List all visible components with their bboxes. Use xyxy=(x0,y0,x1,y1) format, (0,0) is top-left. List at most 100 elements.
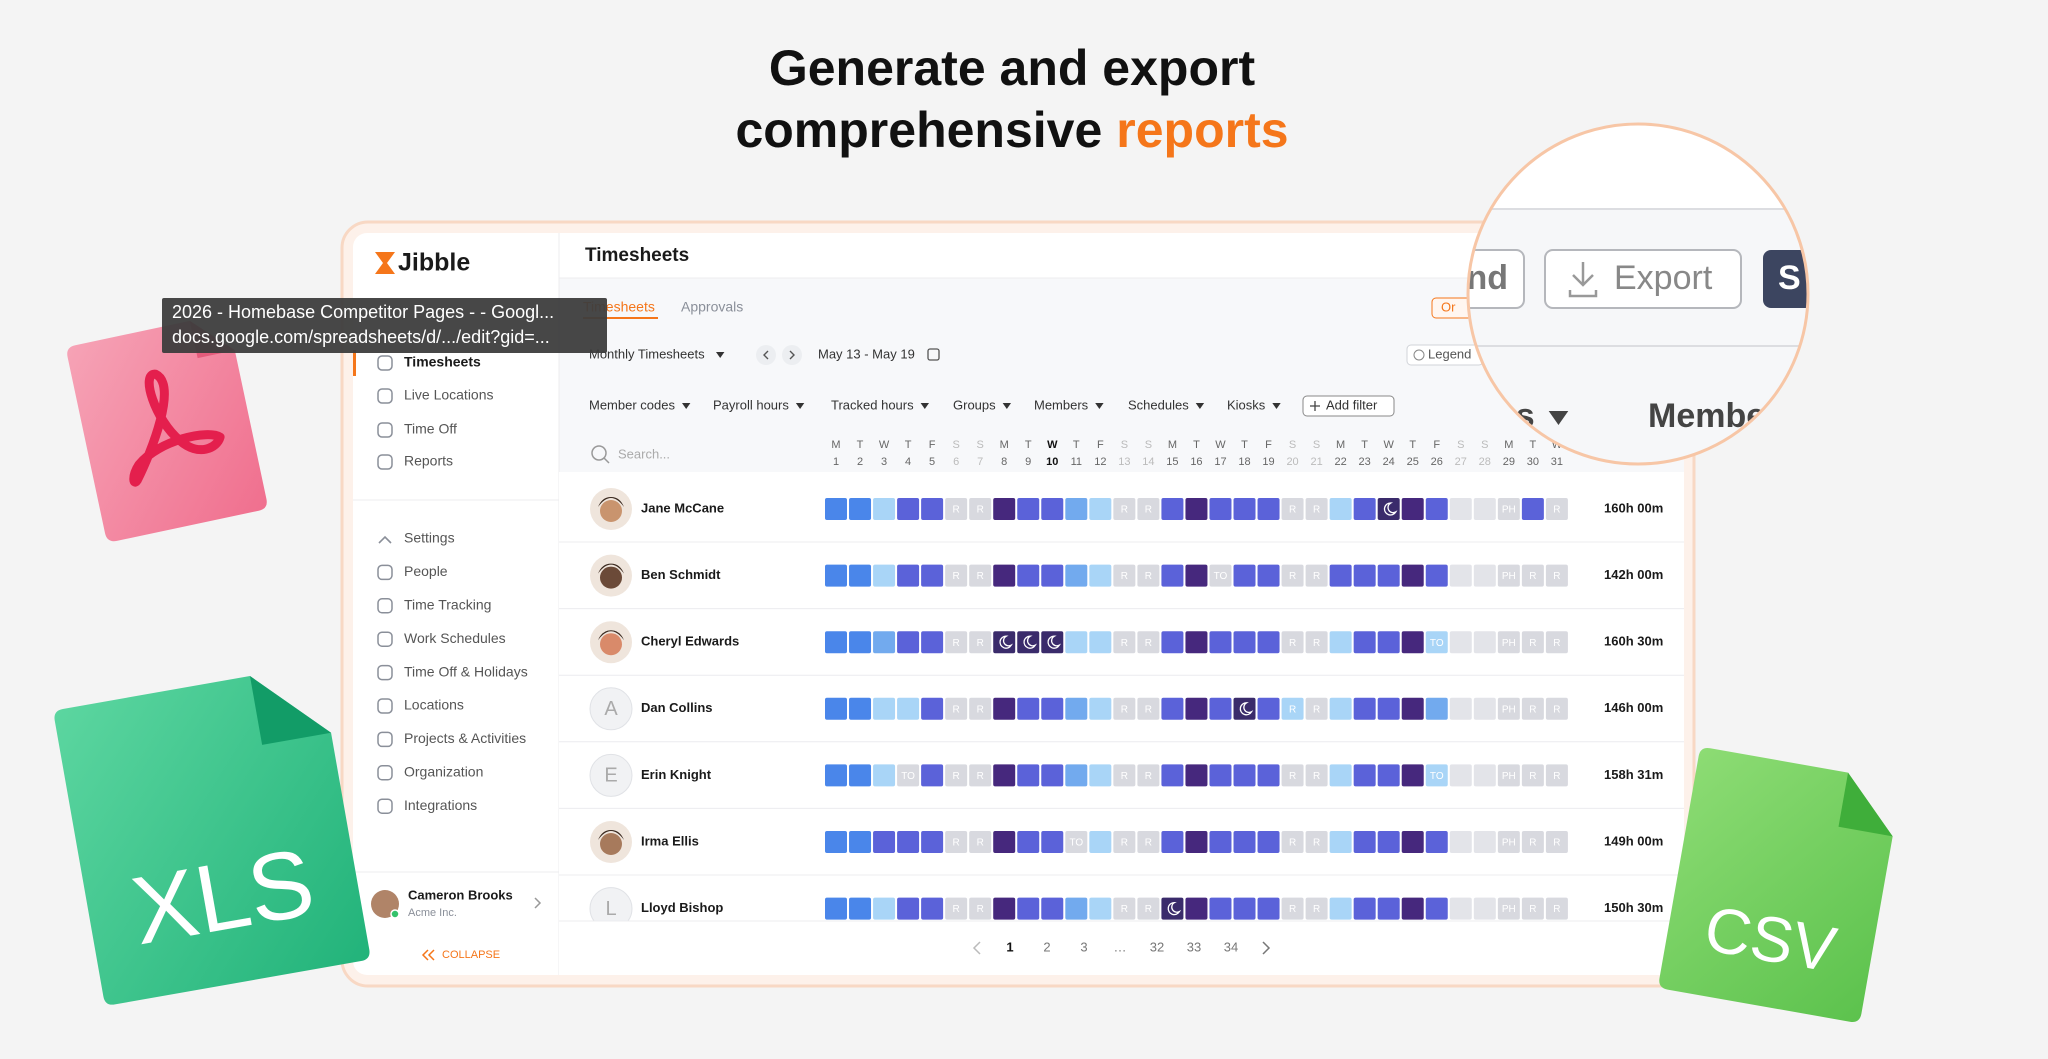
day-cell[interactable] xyxy=(1401,897,1424,920)
day-cell[interactable] xyxy=(1185,564,1208,587)
day-cell[interactable] xyxy=(1161,564,1184,587)
member-name[interactable]: Dan Collins xyxy=(641,700,713,715)
day-cell[interactable] xyxy=(825,498,847,520)
day-cell[interactable] xyxy=(1329,831,1352,853)
page-link[interactable]: … xyxy=(1114,939,1127,954)
export-button[interactable] xyxy=(1544,249,1742,309)
day-cell[interactable] xyxy=(1209,897,1232,920)
day-cell[interactable] xyxy=(1449,897,1472,920)
day-cell[interactable] xyxy=(1041,498,1064,520)
day-cell[interactable] xyxy=(1425,631,1448,654)
day-cell[interactable] xyxy=(1089,631,1112,654)
day-cell[interactable] xyxy=(849,697,872,720)
day-cell[interactable] xyxy=(1137,831,1160,853)
day-cell[interactable] xyxy=(1305,897,1328,920)
day-cell[interactable] xyxy=(945,831,968,853)
day-cell[interactable] xyxy=(969,697,992,720)
day-cell[interactable] xyxy=(1305,831,1328,853)
day-cell[interactable] xyxy=(873,564,896,587)
day-cell[interactable] xyxy=(1329,697,1352,720)
day-cell[interactable] xyxy=(1257,498,1280,520)
day-cell[interactable] xyxy=(873,697,896,720)
day-cell[interactable] xyxy=(1425,897,1448,920)
day-cell[interactable] xyxy=(1233,564,1256,587)
day-cell[interactable] xyxy=(1017,697,1040,720)
day-cell[interactable] xyxy=(1233,631,1256,654)
day-cell[interactable] xyxy=(1545,764,1568,787)
day-cell[interactable] xyxy=(1113,897,1136,920)
nav-item[interactable]: Live Locations xyxy=(404,387,494,403)
day-cell[interactable] xyxy=(1209,764,1232,787)
member-name[interactable]: Jane McCane xyxy=(641,500,724,515)
day-cell[interactable] xyxy=(1065,831,1088,853)
day-cell[interactable] xyxy=(1017,564,1040,587)
nav-item[interactable]: Timesheets xyxy=(404,354,481,370)
day-cell[interactable] xyxy=(1137,897,1160,920)
day-cell[interactable] xyxy=(1377,697,1400,720)
day-cell[interactable] xyxy=(1497,631,1520,654)
day-cell[interactable] xyxy=(825,697,847,720)
day-cell[interactable] xyxy=(1281,897,1304,920)
day-cell[interactable] xyxy=(1545,831,1568,853)
day-cell[interactable] xyxy=(849,764,872,787)
day-cell[interactable] xyxy=(1305,631,1328,654)
day-cell[interactable] xyxy=(1521,897,1544,920)
day-cell[interactable] xyxy=(1473,498,1496,520)
day-cell[interactable] xyxy=(921,764,944,787)
day-cell[interactable] xyxy=(1521,564,1544,587)
day-cell[interactable] xyxy=(1425,498,1448,520)
prev-page[interactable] xyxy=(972,941,981,955)
day-cell[interactable] xyxy=(1353,697,1376,720)
day-cell[interactable] xyxy=(1473,631,1496,654)
day-cell[interactable] xyxy=(1185,697,1208,720)
day-cell[interactable] xyxy=(1353,764,1376,787)
day-cell[interactable] xyxy=(849,631,872,654)
day-cell[interactable] xyxy=(1281,764,1304,787)
day-cell[interactable] xyxy=(993,764,1016,787)
filter[interactable]: Schedules xyxy=(1128,397,1189,412)
day-cell[interactable] xyxy=(1257,897,1280,920)
day-cell[interactable] xyxy=(897,831,920,853)
day-cell[interactable] xyxy=(1473,697,1496,720)
day-cell[interactable] xyxy=(1521,764,1544,787)
day-cell[interactable] xyxy=(1161,764,1184,787)
day-cell[interactable] xyxy=(993,697,1016,720)
page-link[interactable]: 33 xyxy=(1187,939,1201,954)
day-cell[interactable] xyxy=(945,498,968,520)
day-cell[interactable] xyxy=(1281,564,1304,587)
day-cell[interactable] xyxy=(1065,498,1088,520)
day-cell[interactable] xyxy=(993,897,1016,920)
day-cell[interactable] xyxy=(1449,498,1472,520)
day-cell[interactable] xyxy=(873,764,896,787)
nav-item[interactable]: Work Schedules xyxy=(404,630,506,646)
day-cell[interactable] xyxy=(849,498,872,520)
day-cell[interactable] xyxy=(1185,764,1208,787)
day-cell[interactable] xyxy=(1353,897,1376,920)
day-cell[interactable] xyxy=(945,631,968,654)
day-cell[interactable] xyxy=(1353,564,1376,587)
day-cell[interactable] xyxy=(1185,831,1208,853)
day-cell[interactable] xyxy=(897,564,920,587)
day-cell[interactable] xyxy=(1449,831,1472,853)
day-cell[interactable] xyxy=(1305,564,1328,587)
day-cell[interactable] xyxy=(1401,631,1424,654)
day-cell[interactable] xyxy=(1257,631,1280,654)
day-cell[interactable] xyxy=(1497,564,1520,587)
day-cell[interactable] xyxy=(1473,564,1496,587)
day-cell[interactable] xyxy=(1209,564,1232,587)
day-cell[interactable] xyxy=(849,564,872,587)
day-cell[interactable] xyxy=(1089,897,1112,920)
day-cell[interactable] xyxy=(1521,831,1544,853)
day-cell[interactable] xyxy=(921,897,944,920)
member-name[interactable]: Erin Knight xyxy=(641,767,712,782)
filter[interactable]: Members xyxy=(1034,397,1089,412)
day-cell[interactable] xyxy=(969,498,992,520)
nav-item[interactable]: Organization xyxy=(404,764,483,780)
day-cell[interactable] xyxy=(1401,764,1424,787)
day-cell[interactable] xyxy=(1497,897,1520,920)
prev-button[interactable] xyxy=(756,345,776,365)
day-cell[interactable] xyxy=(1209,697,1232,720)
day-cell[interactable] xyxy=(1521,631,1544,654)
next-page[interactable] xyxy=(1262,941,1271,955)
day-cell[interactable] xyxy=(897,897,920,920)
